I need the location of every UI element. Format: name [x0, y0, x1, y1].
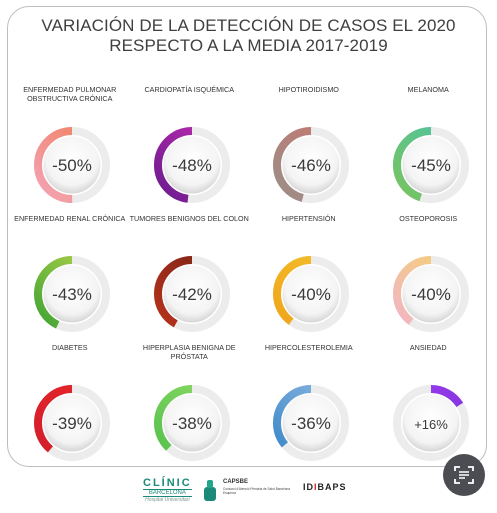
donut-chart-tumores-benignos-del-colon: -42% [153, 256, 230, 332]
donut-center [163, 136, 220, 194]
donut-chart-hiperplasia-benigna-de-prostata: -38% [153, 385, 230, 461]
donut-arc [273, 385, 349, 461]
donut-center [402, 265, 459, 323]
donut-value: -45% [411, 156, 451, 175]
donut-label: DIABETES [51, 343, 88, 352]
donut-label: HIPOTIROIDISMO [278, 85, 339, 94]
donut-osteoporosis: OSTEOPOROSIS -40% [369, 214, 489, 344]
capsbe-mark-icon [204, 480, 216, 501]
donut-label: ENFERMEDAD RENAL CRÓNICA [14, 214, 126, 223]
donut-melanoma: MELANOMA -45% [369, 85, 489, 215]
clinic-tag: Hospital Universitari [145, 497, 190, 503]
clinic-sub: BARCELONA [143, 489, 192, 497]
donut-grid: ENFERMEDAD PULMONAR OBSTRUCTIVA CRÓNICA -… [10, 85, 489, 473]
donut-enfermedad-renal-cronica: ENFERMEDAD RENAL CRÓNICA -43% [10, 214, 130, 344]
donut-chart-hipertension: -40% [273, 256, 349, 332]
donut-chart-enfermedad-pulmonar-obstructiva-cronica: -50% [34, 127, 110, 203]
donut-center [402, 394, 459, 452]
donut-label: CARDIOPATÍA ISQUÉMICA [144, 85, 235, 94]
donut-row: ENFERMEDAD RENAL CRÓNICA -43% TUMORES BENI… [10, 214, 489, 344]
title-line-1: VARIACIÓN DE LA DETECCIÓN DE CASOS EL 20… [41, 16, 456, 35]
donut-center [43, 394, 101, 452]
donut-hipotiroidismo: HIPOTIROIDISMO -46% [249, 85, 369, 215]
donut-label: HIPERTENSIÓN [281, 214, 336, 223]
donut-enfermedad-pulmonar-obstructiva-cronica: ENFERMEDAD PULMONAR OBSTRUCTIVA CRÓNICA -… [10, 85, 130, 215]
footer-logos: CLÍNIC BARCELONA Hospital Universitari C… [0, 474, 497, 510]
donut-value: -46% [291, 156, 331, 175]
donut-hiperplasia-benigna-de-prostata: HIPERPLASIA BENIGNA DE PRÓSTATA -38% [130, 343, 250, 473]
donut-label: TUMORES BENIGNOS DEL COLON [129, 214, 249, 223]
clinic-logo: CLÍNIC BARCELONA Hospital Universitari [143, 477, 192, 503]
donut-center [163, 265, 220, 323]
donut-value: -48% [172, 156, 212, 175]
title-line-2: RESPECTO A LA MEDIA 2017-2019 [109, 36, 388, 55]
donut-value: -40% [411, 285, 451, 304]
donut-arc [392, 256, 469, 332]
donut-chart-osteoporosis: -40% [392, 256, 469, 332]
donut-chart-diabetes: -39% [34, 385, 110, 461]
idibaps-suffix: BAPS [317, 482, 347, 492]
donut-center [163, 394, 220, 452]
donut-arc [392, 385, 469, 461]
idibaps-mark: I [314, 482, 318, 492]
donut-value: -38% [172, 414, 212, 433]
donut-chart-hipercolesterolemia: -36% [273, 385, 349, 461]
donut-label: OSTEOPOROSIS [399, 214, 458, 223]
donut-row: ENFERMEDAD PULMONAR OBSTRUCTIVA CRÓNICA -… [10, 85, 489, 215]
donut-value: -42% [172, 285, 212, 304]
donut-chart-enfermedad-renal-cronica: -43% [34, 256, 110, 332]
donut-value: -50% [52, 156, 92, 175]
clinic-name: CLÍNIC [143, 477, 192, 489]
donut-arc [153, 127, 230, 203]
donut-diabetes: DIABETES -39% [10, 343, 130, 473]
donut-tumores-benignos-del-colon: TUMORES BENIGNOS DEL COLON -42% [129, 214, 250, 344]
capsbe-name: CAPSBE [223, 479, 249, 485]
donut-value: +16% [414, 417, 448, 432]
idibaps-prefix: ID [303, 482, 314, 492]
donut-label: HIPERCOLESTEROLEMIA [264, 343, 353, 352]
donut-center [282, 136, 340, 194]
donut-arc [34, 385, 110, 461]
donut-arc [273, 256, 349, 332]
donut-label: ANSIEDAD [409, 343, 447, 352]
donut-center [282, 265, 340, 323]
chart-title: VARIACIÓN DE LA DETECCIÓN DE CASOS EL 20… [0, 16, 497, 56]
donut-cardiopatia-isquemica: CARDIOPATÍA ISQUÉMICA -48% [130, 85, 250, 215]
donut-center [402, 136, 459, 194]
donut-arc [273, 127, 349, 203]
donut-chart-hipotiroidismo: -46% [273, 127, 349, 203]
donut-center [43, 136, 101, 194]
donut-hipercolesterolemia: HIPERCOLESTEROLEMIA -36% [249, 343, 369, 473]
scan-text-button[interactable] [443, 454, 485, 496]
donut-chart-cardiopatia-isquemica: -48% [153, 127, 230, 203]
donut-arc [153, 256, 230, 332]
donut-center [43, 265, 101, 323]
donut-label: MELANOMA [407, 85, 449, 94]
donut-label: ENFERMEDAD PULMONAR OBSTRUCTIVA CRÓNICA [23, 85, 117, 103]
donut-value: -40% [291, 285, 331, 304]
donut-label: HIPERPLASIA BENIGNA DE PRÓSTATA [142, 343, 236, 361]
donut-center [282, 394, 340, 452]
donut-chart-ansiedad: +16% [392, 385, 469, 461]
capsbe-desc: Consorci d'Atenció Primària de Salut Bar… [223, 487, 291, 495]
donut-arc [34, 256, 110, 332]
donut-value: -39% [52, 414, 92, 433]
donut-hipertension: HIPERTENSIÓN -40% [249, 214, 369, 344]
donut-arc [392, 127, 469, 203]
donut-value: -43% [52, 285, 92, 304]
donut-arc [153, 385, 230, 461]
donut-chart-melanoma: -45% [392, 127, 469, 203]
donut-arc [34, 127, 110, 203]
scan-text-icon [454, 466, 474, 484]
donut-ansiedad: ANSIEDAD +16% [369, 343, 489, 473]
idibaps-logo: IDIBAPS [303, 482, 347, 492]
donut-row: DIABETES -39% HIPERPLASIA BENIGNA DE PRÓST… [10, 343, 489, 473]
donut-value: -36% [291, 414, 331, 433]
